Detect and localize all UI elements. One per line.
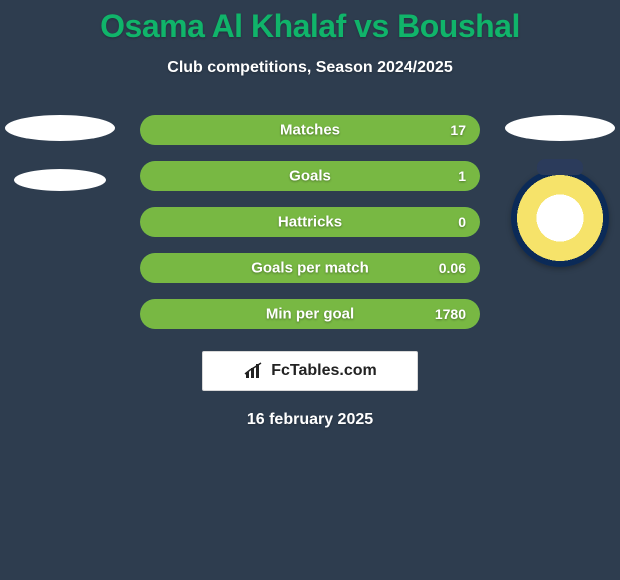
club-placeholder bbox=[14, 169, 106, 191]
stats-area: Matches 17 Goals 1 Hattricks 0 Goals per match… bbox=[0, 115, 620, 329]
stat-label: Matches bbox=[280, 122, 340, 139]
stat-label: Min per goal bbox=[266, 306, 354, 323]
stat-label: Goals bbox=[289, 168, 331, 185]
avatar-placeholder bbox=[5, 115, 115, 141]
subtitle: Club competitions, Season 2024/2025 bbox=[0, 59, 620, 77]
stat-row: Hattricks 0 bbox=[140, 207, 480, 237]
stat-bars: Matches 17 Goals 1 Hattricks 0 Goals per match… bbox=[140, 115, 480, 329]
date-text: 16 february 2025 bbox=[0, 411, 620, 429]
stat-value: 0.06 bbox=[439, 260, 466, 276]
club-crest-icon bbox=[511, 169, 609, 267]
brand-text: FcTables.com bbox=[271, 362, 377, 380]
brand-box[interactable]: FcTables.com bbox=[202, 351, 418, 391]
comparison-card: Osama Al Khalaf vs Boushal Club competit… bbox=[0, 0, 620, 580]
stat-label: Goals per match bbox=[251, 260, 369, 277]
stat-row: Matches 17 bbox=[140, 115, 480, 145]
stat-row: Goals 1 bbox=[140, 161, 480, 191]
page-title: Osama Al Khalaf vs Boushal bbox=[0, 0, 620, 45]
bar-chart-icon bbox=[243, 362, 265, 380]
avatar-placeholder bbox=[505, 115, 615, 141]
stat-value: 0 bbox=[458, 214, 466, 230]
stat-row: Goals per match 0.06 bbox=[140, 253, 480, 283]
stat-label: Hattricks bbox=[278, 214, 342, 231]
stat-row: Min per goal 1780 bbox=[140, 299, 480, 329]
stat-value: 1780 bbox=[435, 306, 466, 322]
stat-value: 1 bbox=[458, 168, 466, 184]
stat-value: 17 bbox=[450, 122, 466, 138]
player-left-column bbox=[0, 115, 120, 219]
player-right-column bbox=[500, 115, 620, 267]
